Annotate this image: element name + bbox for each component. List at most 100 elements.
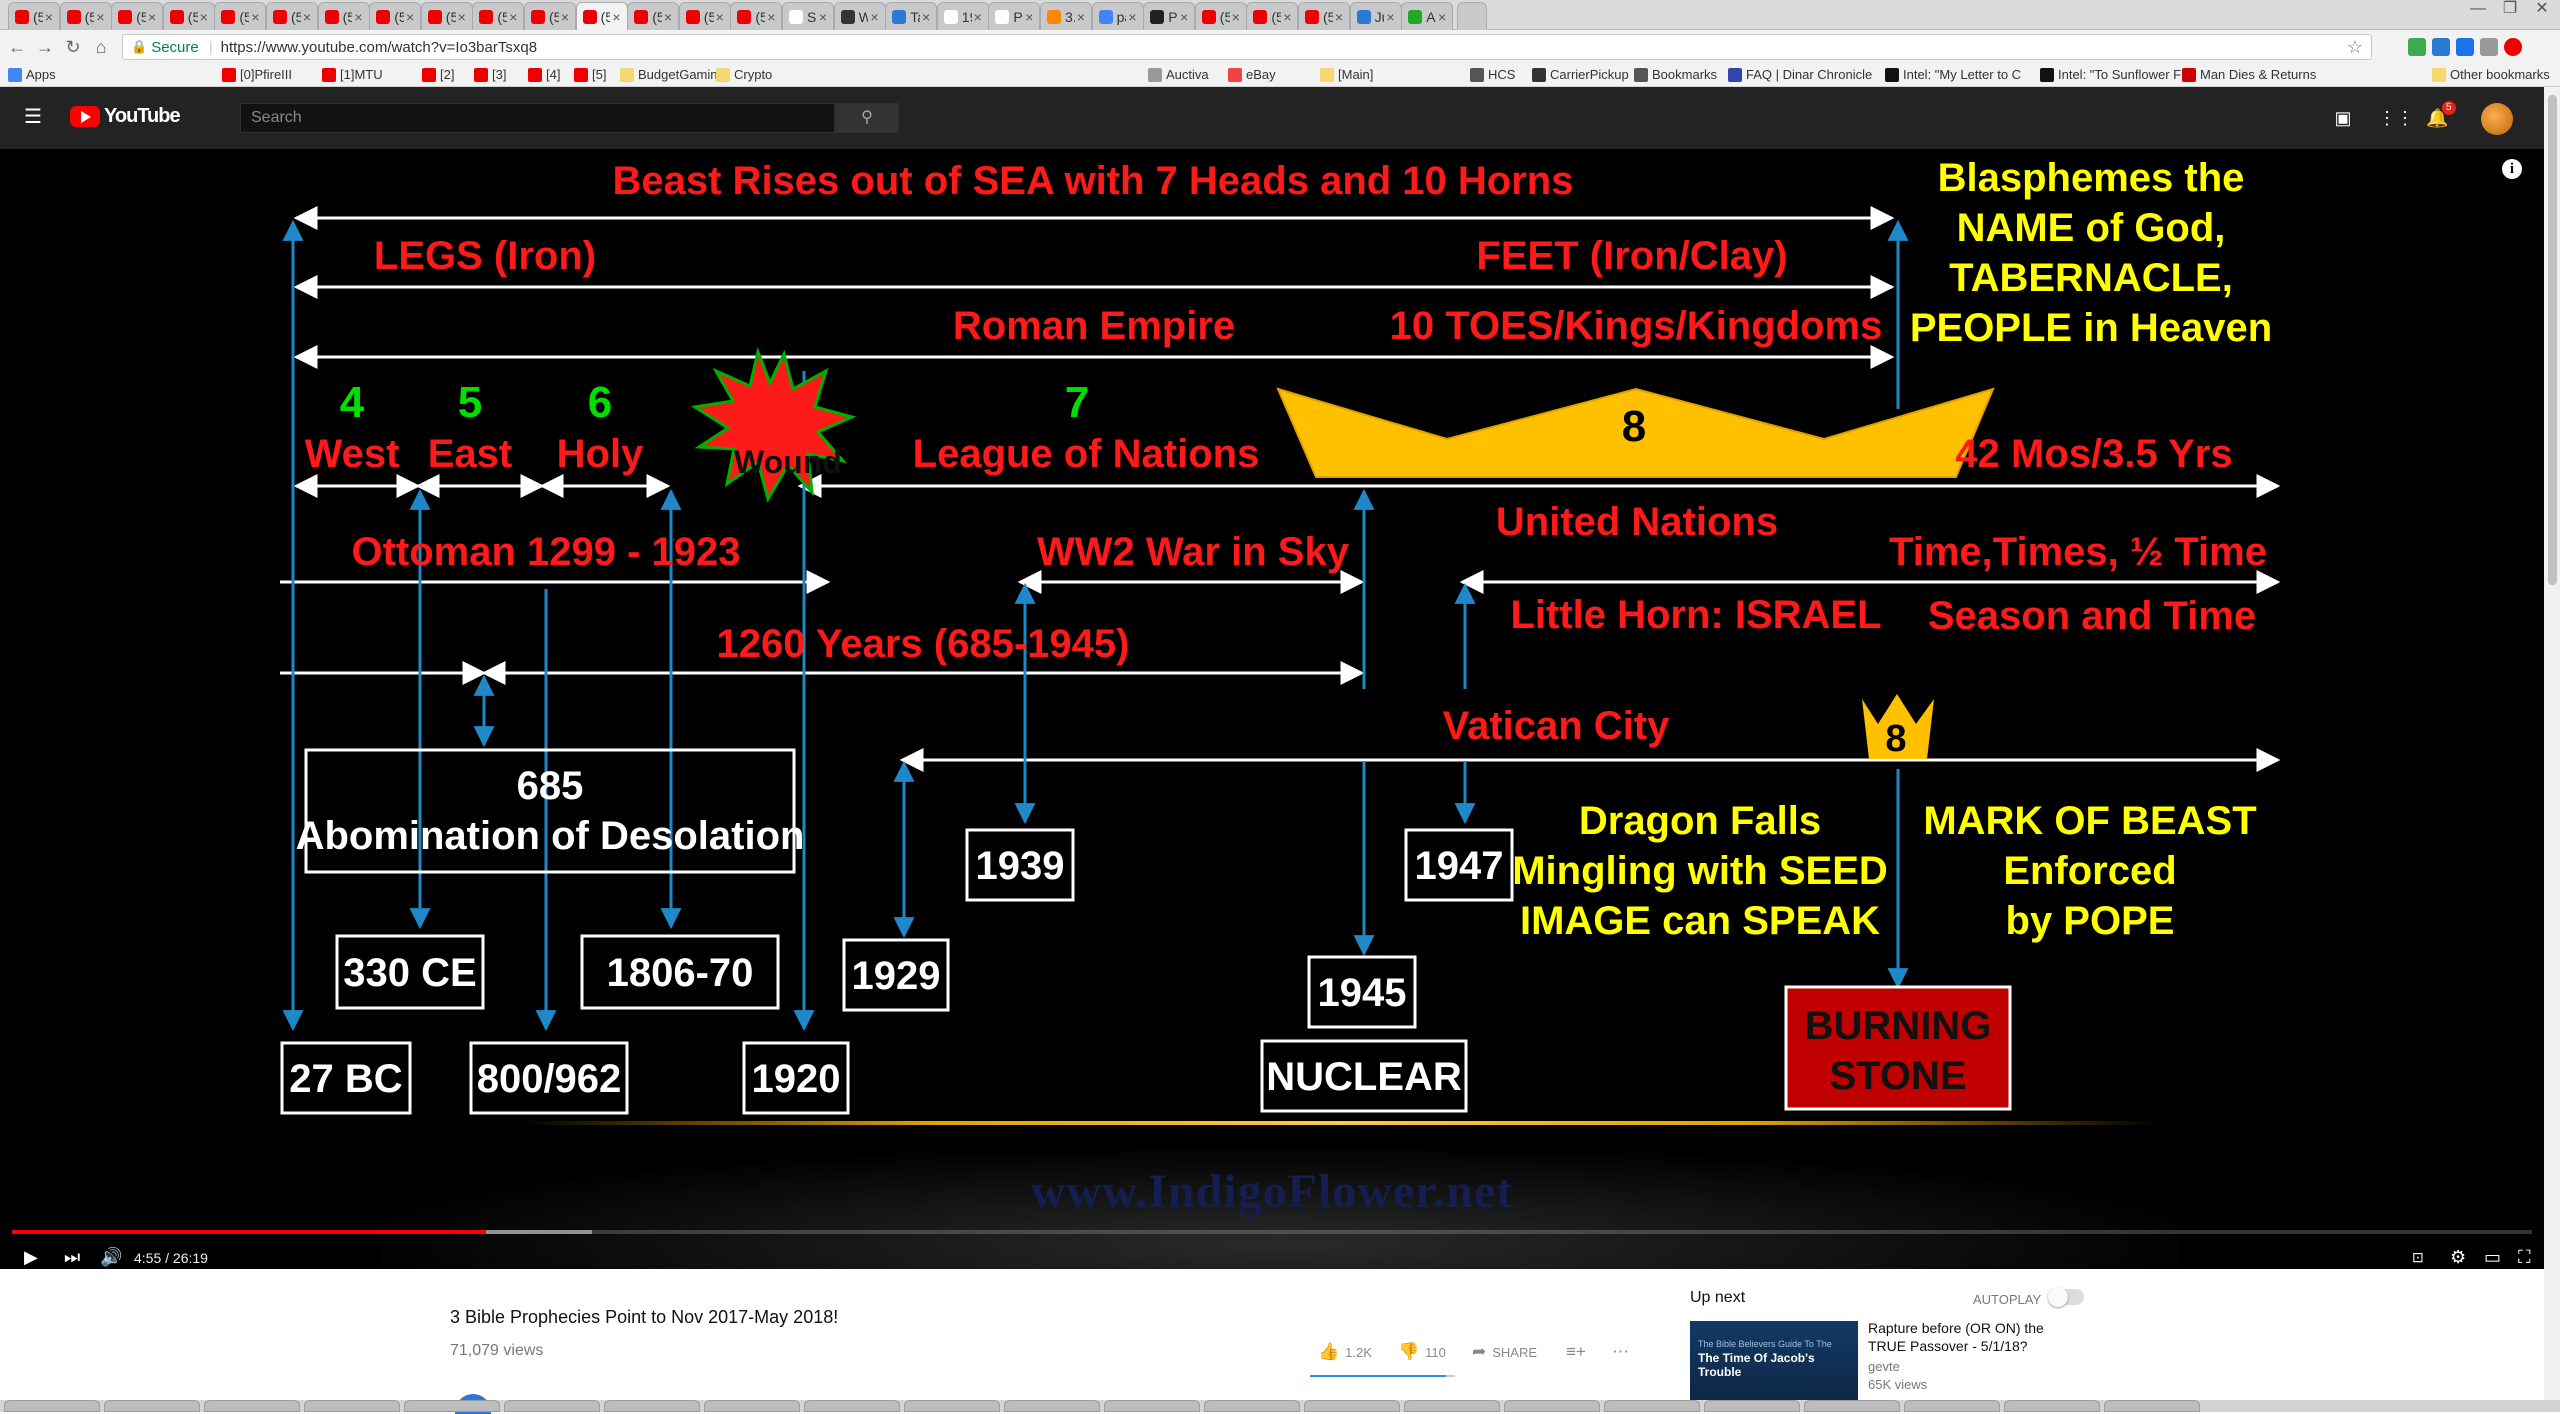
info-icon[interactable]: i <box>2502 159 2522 179</box>
taskbar-item[interactable] <box>1804 1400 1900 1412</box>
apps-grid-icon[interactable]: ⋮⋮ <box>2378 108 2414 128</box>
youtube-logo[interactable]: YouTube <box>70 105 181 128</box>
forward-icon[interactable]: → <box>36 37 54 57</box>
bookmark-item[interactable]: Auctiva <box>1148 67 1209 82</box>
tab-close-icon[interactable]: × <box>199 8 208 25</box>
browser-tab[interactable]: (5) V× <box>730 2 783 30</box>
browser-tab[interactable]: (5) F× <box>1194 2 1247 30</box>
taskbar-item[interactable] <box>204 1400 300 1412</box>
taskbar-item[interactable] <box>804 1400 900 1412</box>
theater-mode-icon[interactable]: ▭ <box>2484 1247 2502 1267</box>
search-button[interactable]: ⚲ <box>835 103 899 133</box>
taskbar-item[interactable] <box>1704 1400 1800 1412</box>
dislike-button[interactable]: 👎 110 <box>1398 1342 1446 1362</box>
more-actions-icon[interactable]: ⋯ <box>1612 1342 1629 1361</box>
browser-tab[interactable]: (5) A× <box>1246 2 1299 30</box>
tab-close-icon[interactable]: × <box>664 8 673 25</box>
browser-tab[interactable]: (5) 1× <box>420 2 473 30</box>
tab-close-icon[interactable]: × <box>1231 8 1240 25</box>
other-bookmarks[interactable]: Other bookmarks <box>2432 67 2550 82</box>
tab-close-icon[interactable]: × <box>973 8 982 25</box>
back-icon[interactable]: ← <box>8 37 26 57</box>
browser-tab[interactable]: Path× <box>1143 2 1196 30</box>
bookmark-item[interactable]: Apps <box>8 67 56 82</box>
account-avatar[interactable] <box>2481 103 2513 135</box>
browser-tab[interactable]: 3.5× <box>1040 2 1092 30</box>
bookmark-item[interactable]: HCS <box>1470 67 1515 82</box>
browser-tab[interactable]: (5) A× <box>627 2 680 30</box>
tab-close-icon[interactable]: × <box>148 8 157 25</box>
taskbar-item[interactable] <box>4 1400 100 1412</box>
tab-close-icon[interactable]: × <box>251 8 260 25</box>
autoplay-toggle[interactable] <box>2048 1287 2084 1307</box>
extension-icon[interactable] <box>2504 38 2522 56</box>
extension-icon[interactable] <box>2480 38 2498 56</box>
bookmark-item[interactable]: CarrierPickup <box>1532 67 1629 82</box>
taskbar-item[interactable] <box>1104 1400 1200 1412</box>
tab-close-icon[interactable]: × <box>1128 8 1137 25</box>
new-tab-button[interactable] <box>1456 2 1487 30</box>
taskbar-item[interactable] <box>404 1400 500 1412</box>
upload-video-icon[interactable]: ▣ <box>2334 108 2352 128</box>
tab-close-icon[interactable]: × <box>1438 8 1447 25</box>
next-icon[interactable]: ⏭ <box>64 1247 81 1267</box>
bookmark-item[interactable]: [2] <box>422 67 454 82</box>
tab-close-icon[interactable]: × <box>1334 8 1343 25</box>
play-icon[interactable]: ▶ <box>24 1247 38 1267</box>
taskbar-item[interactable] <box>1504 1400 1600 1412</box>
minimize-button[interactable]: — <box>2470 0 2486 17</box>
browser-tab[interactable]: Astr× <box>1401 2 1454 30</box>
bookmark-item[interactable]: Intel: "My Letter to C <box>1885 67 2021 82</box>
tab-close-icon[interactable]: × <box>1180 8 1189 25</box>
maximize-button[interactable]: ❐ <box>2502 0 2518 17</box>
browser-tab[interactable]: Tab× <box>885 2 938 30</box>
bookmark-item[interactable]: [3] <box>474 67 506 82</box>
extension-icon[interactable] <box>2432 38 2450 56</box>
menu-icon[interactable]: ☰ <box>24 106 42 128</box>
tab-close-icon[interactable]: × <box>870 8 879 25</box>
progress-bar[interactable] <box>12 1230 2532 1234</box>
tab-close-icon[interactable]: × <box>922 8 931 25</box>
home-icon[interactable]: ⌂ <box>95 37 107 57</box>
tab-close-icon[interactable]: × <box>1386 8 1395 25</box>
bookmark-item[interactable]: eBay <box>1228 67 1276 82</box>
tab-close-icon[interactable]: × <box>560 8 569 25</box>
taskbar-item[interactable] <box>2004 1400 2100 1412</box>
browser-tab[interactable]: (5) F× <box>678 2 731 30</box>
browser-tab[interactable]: Six-× <box>782 2 834 30</box>
browser-tab[interactable]: (5) 7× <box>1298 2 1350 30</box>
tab-close-icon[interactable]: × <box>96 8 105 25</box>
taskbar-item[interactable] <box>104 1400 200 1412</box>
taskbar-item[interactable] <box>1204 1400 1300 1412</box>
taskbar-item[interactable] <box>1304 1400 1400 1412</box>
browser-tab[interactable]: Juic× <box>1349 2 1402 30</box>
browser-tab[interactable]: Wh× <box>833 2 886 30</box>
url-text[interactable]: https://www.youtube.com/watch?v=Io3barTs… <box>220 38 538 56</box>
recommended-channel[interactable]: gevte <box>1868 1359 1900 1374</box>
close-window-button[interactable]: ✕ <box>2535 0 2549 17</box>
recommended-thumbnail[interactable]: The Bible Believers Guide To The The Tim… <box>1690 1321 1858 1412</box>
captions-icon[interactable]: ⊡ <box>2412 1249 2424 1265</box>
bookmark-item[interactable]: [Main] <box>1320 67 1373 82</box>
volume-icon[interactable]: 🔊 <box>100 1247 123 1267</box>
bookmark-item[interactable]: Intel: "To Sunflower F <box>2040 67 2181 82</box>
taskbar-item[interactable] <box>304 1400 400 1412</box>
browser-tab[interactable]: (5) U× <box>214 2 267 30</box>
bookmark-star-icon[interactable]: ☆ <box>2346 37 2363 57</box>
address-bar[interactable]: 🔒 Secure | https://www.youtube.com/watch… <box>122 34 2372 60</box>
browser-tab[interactable]: (5) C× <box>472 2 525 30</box>
browser-tab[interactable]: (5) S× <box>59 2 112 30</box>
scrollbar-thumb[interactable] <box>2548 95 2557 585</box>
browser-tab[interactable]: (5) N× <box>317 2 370 30</box>
extension-icon[interactable] <box>2408 38 2426 56</box>
tab-close-icon[interactable]: × <box>302 8 311 25</box>
bookmark-item[interactable]: BudgetGaming <box>620 67 725 82</box>
browser-tab[interactable]: (5) C× <box>524 2 576 30</box>
tab-close-icon[interactable]: × <box>715 8 724 25</box>
extension-icon[interactable] <box>2456 38 2474 56</box>
tab-close-icon[interactable]: × <box>354 8 363 25</box>
browser-tab[interactable]: Prol× <box>988 2 1041 30</box>
bookmark-item[interactable]: [5] <box>574 67 606 82</box>
taskbar-item[interactable] <box>1604 1400 1700 1412</box>
taskbar-item[interactable] <box>604 1400 700 1412</box>
